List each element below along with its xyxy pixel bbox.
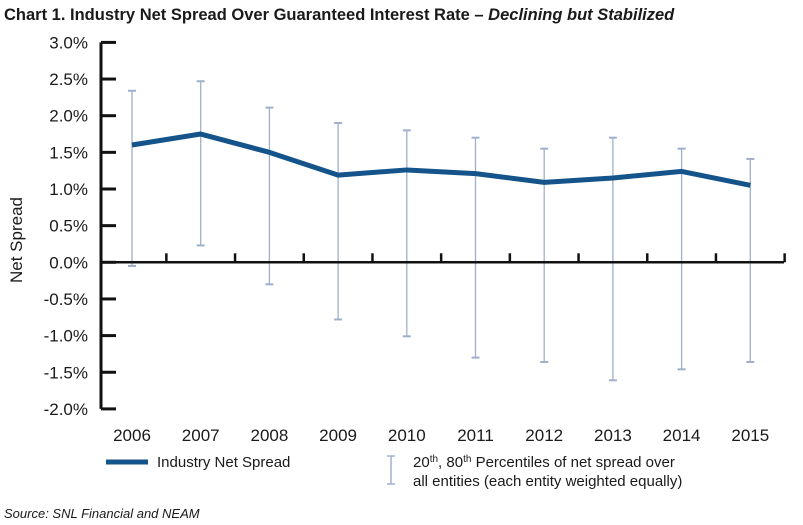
y-axis-label: Net Spread <box>7 197 26 283</box>
y-tick-label: 3.0% <box>49 33 88 52</box>
y-tick-label: -1.0% <box>44 327 88 346</box>
x-tick-label: 2011 <box>457 426 494 445</box>
legend-label-net-spread: Industry Net Spread <box>157 454 290 471</box>
series-line-industry-net-spread <box>131 131 751 188</box>
legend-label-percentiles-1: 20th, 80th Percentiles of net spread ove… <box>413 454 675 471</box>
x-tick-label: 2008 <box>250 426 288 445</box>
x-tick-label: 2015 <box>731 426 769 445</box>
x-tick-label: 2012 <box>525 426 563 445</box>
x-tick-label: 2009 <box>319 426 357 445</box>
y-tick-label: -0.5% <box>44 290 88 309</box>
x-tick-label: 2013 <box>594 426 632 445</box>
y-tick-label: 2.0% <box>49 107 88 126</box>
x-tick-label: 2010 <box>388 426 426 445</box>
y-tick-label: 1.5% <box>49 143 88 162</box>
x-tick-label: 2014 <box>663 426 701 445</box>
legend-label-percentiles-2: all entities (each entity weighted equal… <box>413 473 682 490</box>
chart-title: Chart 1. Industry Net Spread Over Guaran… <box>4 6 675 24</box>
y-tick-label: 0.0% <box>49 253 88 272</box>
legend-errorbar-swatch <box>387 455 395 485</box>
x-tick-label: 2006 <box>113 426 151 445</box>
y-tick-label: 2.5% <box>49 70 88 89</box>
x-tick-label: 2007 <box>182 426 220 445</box>
y-tick-label: -1.5% <box>44 363 88 382</box>
source-note: Source: SNL Financial and NEAM <box>4 506 200 521</box>
y-tick-label: 1.0% <box>49 180 88 199</box>
y-tick-label: 0.5% <box>49 217 88 236</box>
y-tick-label: -2.0% <box>44 400 88 419</box>
